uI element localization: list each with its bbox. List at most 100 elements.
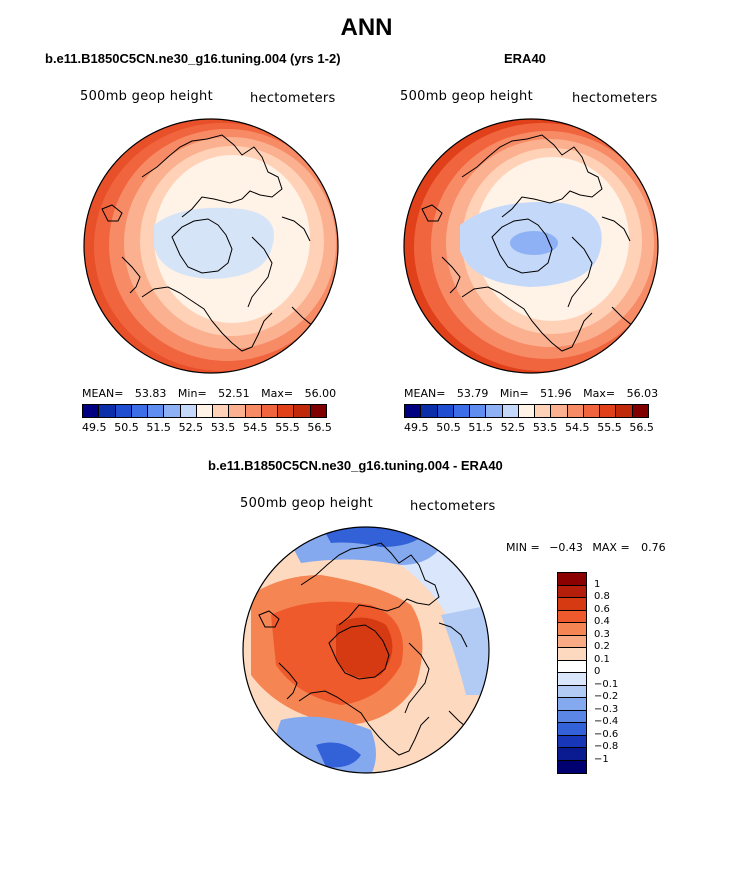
diff-colorbar-swatch (558, 610, 586, 623)
diff-min-value: −0.43 (549, 541, 583, 554)
diff-colorbar-label: −0.8 (594, 741, 619, 752)
diff-colorbar-label: 0.8 (594, 591, 610, 602)
colorbar-swatch (421, 405, 438, 417)
model-map-border (83, 118, 339, 374)
diff-field-south-strong-neg (316, 742, 361, 768)
colorbar-tick-label: 49.5 (82, 421, 107, 434)
model-mean-value: 53.83 (134, 387, 167, 400)
obs-colorbar-ticks: 49.5 50.5 51.5 52.5 53.5 54.5 55.5 56.5 (404, 421, 654, 434)
colorbar-swatch (261, 405, 279, 417)
colorbar-tick-label: 52.5 (500, 421, 526, 434)
diff-colorbar-label: −0.3 (594, 703, 619, 715)
diff-field-east-neg (441, 605, 489, 695)
diff-colorbar-label: −0.4 (594, 716, 619, 727)
diff-colorbar-label: −0.2 (594, 691, 619, 702)
diff-colorbar-swatch (558, 748, 586, 761)
colorbar-tick-label: 55.5 (275, 421, 300, 434)
diff-panel-title: b.e11.B1850C5CN.ne30_g16.tuning.004 - ER… (208, 458, 503, 473)
colorbar-swatch (470, 405, 487, 417)
diff-colorbar-swatch (558, 585, 586, 598)
colorbar-swatch (600, 405, 617, 417)
diff-colorbar-swatch (558, 598, 586, 611)
diff-colorbar-label: 0 (594, 666, 601, 677)
diff-colorbar-swatch (558, 735, 586, 748)
obs-mean-label: MEAN= (404, 387, 446, 400)
diff-colorbar-label: 0.6 (594, 603, 610, 615)
model-polar-map (83, 118, 339, 374)
colorbar-tick-label: 49.5 (404, 421, 429, 434)
colorbar-tick-label: 56.5 (629, 421, 654, 434)
model-field-label: 500mb geop height (80, 89, 213, 104)
obs-max-label: Max= (583, 387, 616, 400)
diff-max-value: 0.76 (641, 541, 666, 554)
diff-colorbar-swatch (558, 710, 586, 723)
colorbar-swatch (405, 405, 422, 417)
diff-colorbar-label: −1 (594, 753, 609, 765)
obs-field-center-low-2 (510, 231, 558, 255)
diff-minmax: MIN = −0.43 MAX = 0.76 (506, 541, 666, 554)
model-colorbar-ticks: 49.5 50.5 51.5 52.5 53.5 54.5 55.5 56.5 (82, 421, 332, 434)
figure-title: ANN (340, 14, 393, 41)
obs-min-value: 51.96 (540, 387, 572, 400)
diff-min-label: MIN = (506, 541, 540, 554)
diff-units-label: hectometers (410, 499, 496, 514)
colorbar-swatch (310, 405, 326, 417)
model-max-value: 56.00 (304, 387, 337, 400)
diff-polar-map (242, 526, 490, 774)
diff-colorbar-swatch (558, 635, 586, 648)
diff-colorbar-label: −0.1 (594, 678, 619, 690)
colorbar-swatch (180, 405, 197, 417)
obs-map-border (403, 118, 659, 374)
diff-colorbar-swatch (558, 673, 586, 686)
obs-field-label: 500mb geop height (400, 89, 533, 104)
colorbar-swatch (148, 405, 165, 417)
colorbar-swatch (115, 405, 132, 417)
diff-field-label: 500mb geop height (240, 496, 373, 511)
colorbar-swatch (486, 405, 503, 417)
colorbar-swatch (551, 405, 568, 417)
diff-colorbar-swatch (558, 623, 586, 636)
model-min-label: Min= (177, 387, 207, 400)
obs-colorbar (404, 404, 649, 418)
colorbar-swatch (213, 405, 230, 417)
obs-min-label: Min= (499, 387, 529, 400)
diff-max-label: MAX = (592, 541, 630, 554)
colorbar-swatch (131, 405, 149, 417)
diff-colorbar-swatch (558, 573, 586, 586)
model-min-value: 52.51 (218, 387, 250, 400)
colorbar-swatch (518, 405, 536, 417)
diff-colorbar (557, 572, 587, 774)
model-units-label: hectometers (250, 91, 336, 106)
obs-stats: MEAN= 53.79 Min= 51.96 Max= 56.03 (404, 387, 658, 400)
colorbar-swatch (583, 405, 601, 417)
diff-field-core-pos-3 (336, 617, 393, 678)
diff-colorbar-label: 1 (594, 578, 601, 590)
colorbar-tick-label: 51.5 (468, 421, 493, 434)
colorbar-swatch (535, 405, 552, 417)
colorbar-swatch (164, 405, 181, 417)
colorbar-tick-label: 51.5 (146, 421, 171, 434)
diff-colorbar-label: 0.2 (594, 641, 610, 652)
obs-max-value: 56.03 (626, 387, 659, 400)
colorbar-swatch (437, 405, 454, 417)
obs-mean-value: 53.79 (456, 387, 489, 400)
model-mean-label: MEAN= (82, 387, 124, 400)
colorbar-swatch (294, 405, 311, 417)
colorbar-swatch (632, 405, 648, 417)
model-coastlines (101, 134, 323, 352)
diff-colorbar-label: 0.1 (594, 653, 610, 665)
diff-colorbar-label: 0.3 (594, 628, 610, 640)
model-max-label: Max= (261, 387, 294, 400)
diff-map-border (242, 526, 490, 774)
diff-colorbar-swatch (558, 660, 586, 673)
colorbar-tick-label: 54.5 (243, 421, 268, 434)
diff-colorbar-swatch (558, 685, 586, 698)
colorbar-swatch (83, 405, 100, 417)
diff-coastlines (258, 542, 480, 756)
colorbar-tick-label: 52.5 (178, 421, 204, 434)
diff-colorbar-label: 0.4 (594, 616, 610, 627)
model-field-center-low (154, 207, 274, 279)
model-stats: MEAN= 53.83 Min= 52.51 Max= 56.00 (82, 387, 336, 400)
colorbar-swatch (616, 405, 633, 417)
obs-units-label: hectometers (572, 91, 658, 106)
